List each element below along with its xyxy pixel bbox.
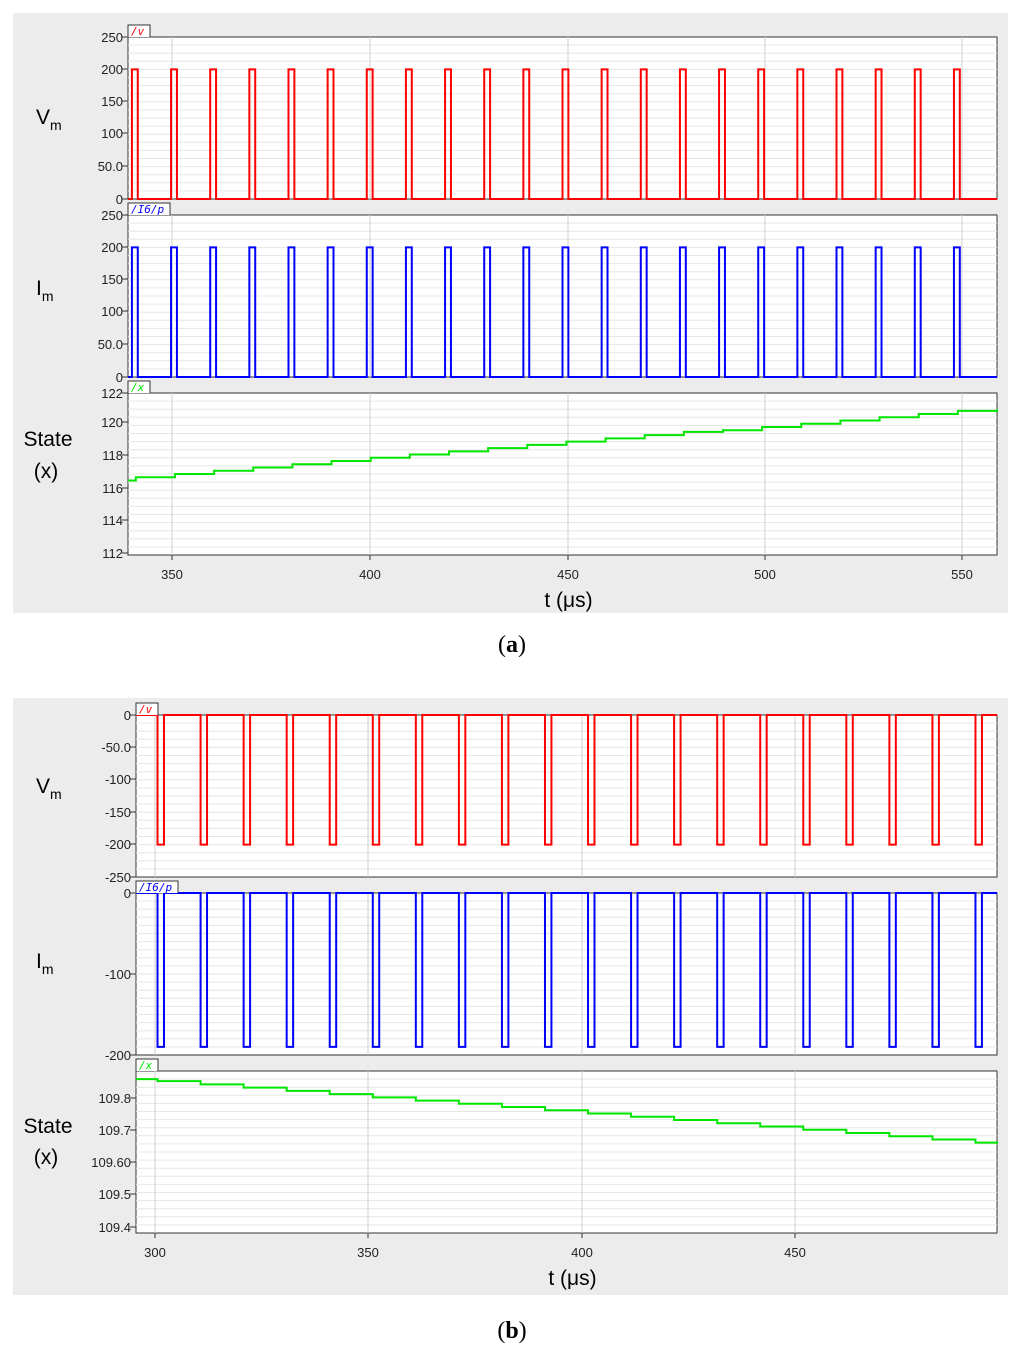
plot-0-0: 250 200 150 100 50.0 0 Vm/v [36, 24, 998, 207]
y-axis-label-main: V [36, 775, 50, 798]
series-tag-label: /I6/p [139, 881, 172, 894]
y-tick-label: -100 [105, 967, 131, 982]
caption-b: (b) [497, 1318, 527, 1344]
y-tick-label: -150 [105, 805, 131, 820]
y-tick-label: 50.0 [98, 159, 123, 174]
y-axis-label-sub: (x) [34, 460, 59, 483]
y-axis-label-sub: m [42, 961, 54, 977]
y-tick-label: 0 [124, 886, 131, 901]
plot-0-1: 250 200 150 100 50.0 0 Im/I6/p [36, 202, 998, 385]
series-line-/v [136, 714, 997, 846]
y-tick-label: 50.0 [98, 337, 123, 352]
series-tag-label: /I6/p [131, 203, 164, 216]
series-tag-label: /v [139, 703, 153, 716]
y-tick-label: 109.7 [98, 1123, 131, 1138]
y-axis-label-main: I [36, 277, 42, 300]
y-tick-label: -50.0 [101, 740, 131, 755]
y-tick-label: 109.5 [98, 1187, 131, 1202]
y-axis-label-main: V [36, 106, 50, 129]
y-tick-label: 109.8 [98, 1091, 131, 1106]
series-line-/x [136, 1078, 998, 1144]
x-tick-label: 500 [754, 567, 776, 582]
y-axis-label-sub: m [50, 786, 62, 802]
y-tick-label: 100 [101, 126, 123, 141]
y-axis-label: Vm [36, 775, 62, 802]
y-tick-label: 0 [116, 192, 123, 207]
y-tick-label: 250 [101, 30, 123, 45]
x-axis-0: 350 400 450 500 550 t (μs) [161, 555, 973, 612]
y-tick-label: 100 [101, 304, 123, 319]
series-tag-label: /v [131, 25, 145, 38]
y-tick-label: 150 [101, 272, 123, 287]
y-tick-label: 118 [102, 448, 123, 463]
y-tick-label: 150 [101, 94, 123, 109]
y-tick-label: -200 [105, 1048, 131, 1063]
x-tick-label: 550 [951, 567, 973, 582]
series-tag-box [135, 1058, 159, 1071]
y-axis-label: State [23, 428, 72, 451]
y-tick-label: 114 [102, 513, 123, 528]
plot-0-2: 122 120 118 116 114 112 State (x) /x [23, 380, 998, 561]
y-tick-label: 112 [102, 546, 123, 561]
x-tick-label: 300 [144, 1245, 166, 1260]
series-tag-label: /x [139, 1059, 153, 1072]
plot-1-0: 0 -50.0 -100 -150 -200 -250 Vm/v [36, 702, 998, 885]
series-tag-box [135, 880, 179, 893]
x-tick-label: 350 [357, 1245, 379, 1260]
y-tick-label: 120 [101, 415, 123, 430]
y-axis-label: State [23, 1115, 72, 1138]
y-axis-label-sub: (x) [34, 1146, 59, 1169]
y-tick-label: 0 [116, 370, 123, 385]
x-tick-label: 400 [571, 1245, 593, 1260]
x-axis-label: t (μs) [548, 1267, 596, 1290]
x-tick-label: 400 [359, 567, 381, 582]
series-line-/I6/p [136, 892, 997, 1048]
series-line-/v [128, 68, 997, 200]
y-tick-label: 122 [101, 386, 123, 401]
y-tick-label: 109.60 [91, 1155, 131, 1170]
y-tick-label: 200 [101, 240, 123, 255]
plot-1-1: 0 -100 -200 Im/I6/p [36, 880, 998, 1063]
caption-a: (a) [498, 632, 526, 658]
plot-1-2: 109.8 109.7 109.60 109.5 109.4 State (x) /x [23, 1058, 998, 1235]
y-axis-label: Vm [36, 106, 62, 133]
y-axis-label-sub: m [42, 288, 54, 304]
series-tag-label: /x [131, 381, 145, 394]
series-tag-box [127, 202, 171, 215]
x-tick-label: 350 [161, 567, 183, 582]
y-tick-label: 250 [101, 208, 123, 223]
series-tag-box [127, 380, 151, 393]
x-axis-1: 300 350 400 450 t (μs) [144, 1233, 806, 1290]
y-tick-label: -200 [105, 837, 131, 852]
y-tick-label: 200 [101, 62, 123, 77]
x-tick-label: 450 [784, 1245, 806, 1260]
y-tick-label: -250 [105, 870, 131, 885]
y-tick-label: 109.4 [98, 1220, 131, 1235]
series-tag-box [135, 702, 159, 715]
series-line-/x [128, 409, 998, 482]
y-axis-label-sub: m [50, 117, 62, 133]
x-tick-label: 450 [557, 567, 579, 582]
y-axis-label-main: I [36, 950, 42, 973]
series-line-/I6/p [128, 246, 997, 378]
y-tick-label: 0 [124, 708, 131, 723]
y-tick-label: -100 [105, 772, 131, 787]
y-axis-label: Im [36, 950, 54, 977]
y-tick-label: 116 [102, 481, 123, 496]
series-tag-box [127, 24, 151, 37]
y-axis-label: Im [36, 277, 54, 304]
x-axis-label: t (μs) [544, 589, 592, 612]
